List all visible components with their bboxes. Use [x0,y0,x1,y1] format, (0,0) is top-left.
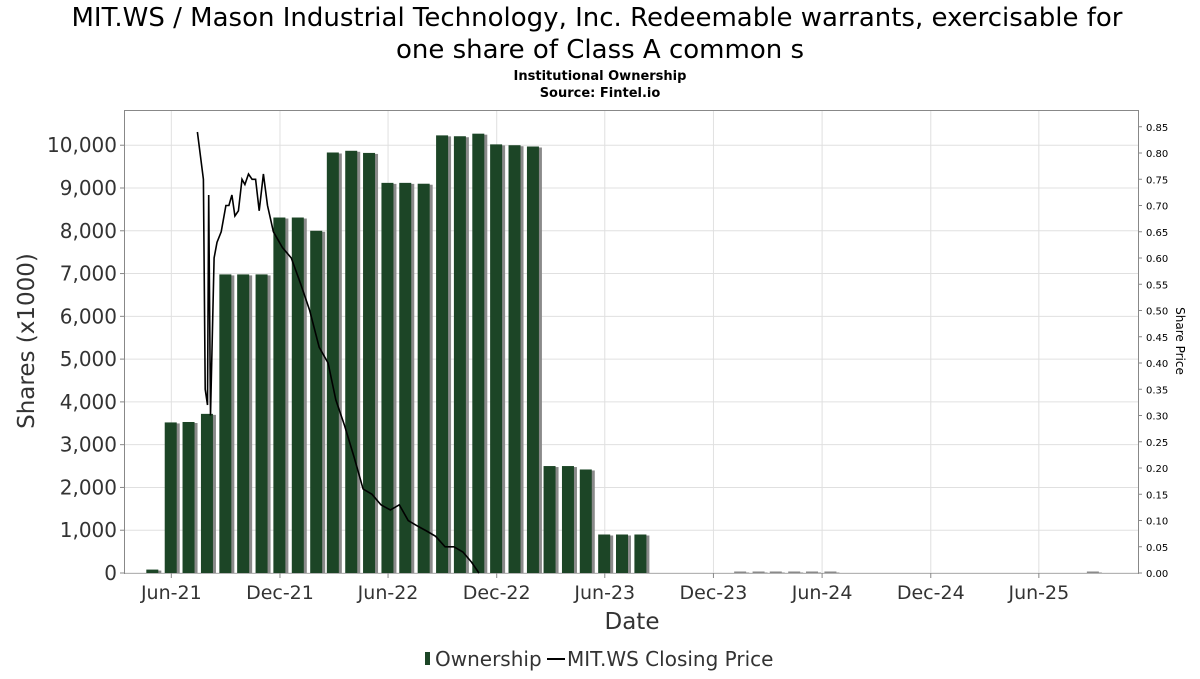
y-tick-label-right: 0.50 [1146,307,1168,318]
x-tick-label: Jun-22 [357,582,419,604]
legend: Ownership MIT.WS Closing Price [425,647,773,671]
y-tick-label-right: 0.15 [1146,490,1168,501]
y-tick-label-left: 3,000 [60,433,117,457]
y-tick-label-right: 0.65 [1146,228,1168,239]
ownership-bar [806,571,819,573]
legend-price-label: MIT.WS Closing Price [567,647,773,671]
y-tick-label-left: 9,000 [60,176,117,200]
ownership-bar [824,571,837,573]
ownership-bar [219,274,232,573]
chart-title-line2: one share of Class A common s [396,35,804,65]
y-tick-label-right: 0.80 [1146,149,1168,160]
y-axis-right-label: Share Price [1173,307,1187,375]
ownership-bar [417,183,430,573]
ownership-bar [598,534,611,573]
x-tick-label: Jun-21 [140,582,202,604]
ownership-bar [508,145,521,573]
y-tick-label-right: 0.40 [1146,359,1168,370]
y-tick-label-right: 0.70 [1146,202,1168,213]
y-tick-label-right: 0.45 [1146,333,1168,344]
x-tick-label: Jun-23 [573,582,635,604]
y-tick-label-right: 0.10 [1146,517,1168,528]
ownership-bar [1086,571,1099,573]
x-tick-label: Dec-21 [246,582,314,604]
ownership-bar [345,150,358,574]
y-axis-label: Shares (x1000) [14,253,40,429]
y-tick-label-right: 0.60 [1146,254,1168,265]
ownership-bar [273,217,286,573]
bar-layer [146,133,1102,574]
ownership-bar [472,133,485,573]
ownership-bar [237,274,250,573]
y-tick-label-right: 0.00 [1146,569,1168,580]
y-tick-label-right: 0.35 [1146,385,1168,396]
y-tick-label-right: 0.20 [1146,464,1168,475]
legend-ownership-label: Ownership [435,647,542,671]
y-tick-label-right: 0.30 [1146,412,1168,423]
y-tick-label-left: 6,000 [60,304,117,328]
ownership-bar [453,136,466,573]
ownership-bar [399,182,412,573]
ownership-bar [752,571,765,573]
y-tick-label-right: 0.05 [1146,543,1168,554]
ownership-bar [543,466,556,573]
ownership-bar [561,466,574,573]
price-line [196,131,480,574]
chart-subtitle: Institutional Ownership [514,69,687,84]
ownership-bar [255,274,268,573]
chart-source: Source: Fintel.io [540,86,661,101]
y-tick-label-left: 2,000 [60,475,117,499]
y-tick-label-left: 8,000 [60,219,117,243]
ownership-bar [788,571,801,573]
line-layer [196,131,480,574]
ownership-bar [579,469,592,573]
ownership-bar [615,534,628,573]
y-tick-label-left: 7,000 [60,262,117,286]
x-axis-label: Date [605,609,660,635]
ownership-bar [200,413,213,573]
ownership-bar [490,144,503,573]
ownership-bar [363,152,376,573]
legend-ownership-swatch [425,652,430,665]
y-tick-label-left: 1,000 [60,518,117,542]
ownership-bar [769,571,782,573]
x-tick-label: Jun-25 [1007,582,1069,604]
y-tick-label-left: 0 [104,561,117,585]
x-tick-label: Dec-23 [680,582,748,604]
y-tick-label-right: 0.55 [1146,280,1168,291]
ownership-bar [291,217,304,573]
axis-layer: 0 1,000 2,000 3,000 4,000 5,000 6,000 7,000 8,00… [47,123,1168,604]
ownership-bar [326,152,339,573]
ownership-bar [146,569,159,573]
ownership-bar [164,422,177,573]
ownership-bar [734,571,747,573]
x-tick-label: Dec-22 [463,582,531,604]
y-tick-label-left: 5,000 [60,347,117,371]
chart-title-line1: MIT.WS / Mason Industrial Technology, In… [72,3,1123,33]
y-tick-label-left: 4,000 [60,390,117,414]
x-tick-label: Jun-24 [791,582,853,604]
ownership-bar [436,135,449,573]
y-tick-label-left: 10,000 [47,133,117,157]
ownership-bar [381,182,394,573]
y-tick-label-right: 0.75 [1146,175,1168,186]
y-tick-label-right: 0.85 [1146,123,1168,134]
ownership-bar [182,421,195,573]
ownership-bar [310,230,323,573]
ownership-bar [634,534,647,573]
x-tick-label: Dec-24 [897,582,965,604]
y-tick-label-right: 0.25 [1146,438,1168,449]
ownership-bar [526,146,539,573]
